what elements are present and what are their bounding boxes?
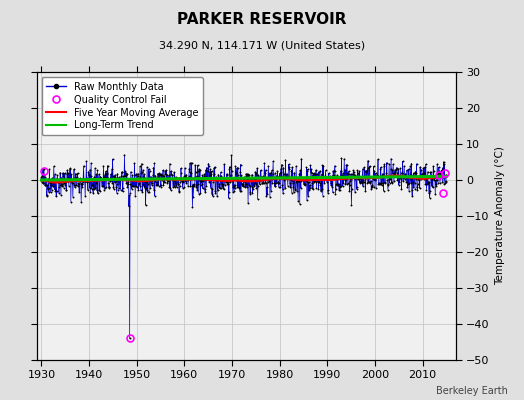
Text: PARKER RESERVOIR: PARKER RESERVOIR [177,12,347,27]
Legend: Raw Monthly Data, Quality Control Fail, Five Year Moving Average, Long-Term Tren: Raw Monthly Data, Quality Control Fail, … [41,77,203,135]
Text: 34.290 N, 114.171 W (United States): 34.290 N, 114.171 W (United States) [159,40,365,50]
Text: Berkeley Earth: Berkeley Earth [436,386,508,396]
Y-axis label: Temperature Anomaly (°C): Temperature Anomaly (°C) [495,146,505,286]
